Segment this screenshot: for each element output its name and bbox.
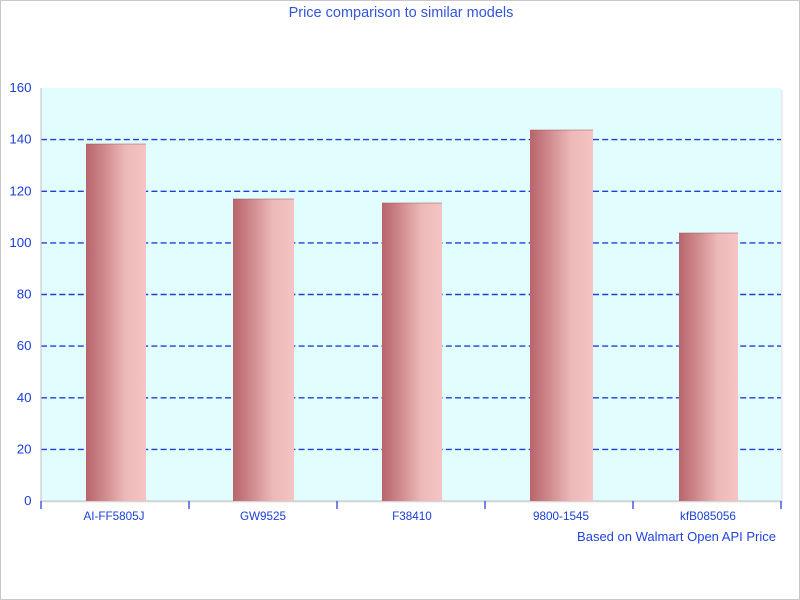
svg-text:9800-1545: 9800-1545 [533,510,589,523]
svg-text:GW9525: GW9525 [240,510,287,523]
svg-text:20: 20 [17,441,32,456]
svg-text:Price comparison to similar mo: Price comparison to similar models [289,5,514,21]
svg-text:AI-FF5805J: AI-FF5805J [83,510,144,523]
svg-text:140: 140 [9,132,31,147]
svg-text:40: 40 [17,390,32,405]
svg-text:kfB085056: kfB085056 [680,510,736,523]
svg-text:160: 160 [9,80,31,95]
svg-text:60: 60 [17,338,32,353]
svg-text:Based on Walmart Open API Pric: Based on Walmart Open API Price [577,529,776,544]
svg-text:0: 0 [24,493,31,508]
svg-text:120: 120 [9,183,31,198]
svg-text:F38410: F38410 [392,510,432,523]
svg-text:80: 80 [17,287,32,302]
svg-text:100: 100 [9,235,31,250]
